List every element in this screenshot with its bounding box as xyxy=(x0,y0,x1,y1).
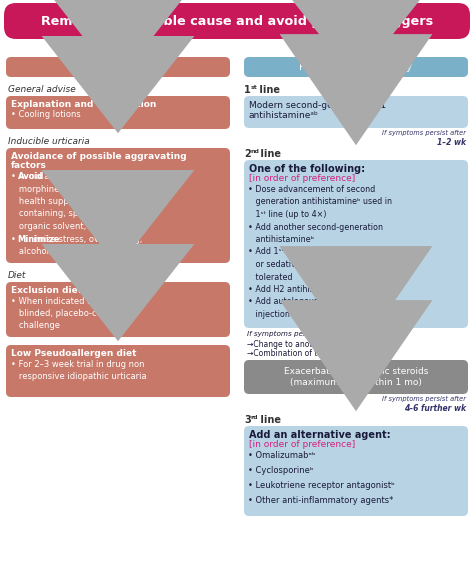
Text: Low Pseudoallergen diet: Low Pseudoallergen diet xyxy=(11,349,137,358)
Text: If symptoms persist after: If symptoms persist after xyxy=(382,396,466,402)
Text: • Add autologous whole blood: • Add autologous whole blood xyxy=(248,298,369,307)
Text: line: line xyxy=(256,85,280,95)
Text: Add an alternative agent:: Add an alternative agent: xyxy=(249,430,391,440)
Text: • Leukotriene receptor antagonistᵇ: • Leukotriene receptor antagonistᵇ xyxy=(248,481,395,490)
Text: If symptoms persist after 1–2 further wk: If symptoms persist after 1–2 further wk xyxy=(247,331,393,337)
Text: If symptoms persist after: If symptoms persist after xyxy=(382,130,466,136)
Text: Modern second-generation H1: Modern second-generation H1 xyxy=(249,101,386,110)
Text: organic solvent,: organic solvent, xyxy=(11,222,86,231)
Text: General advise: General advise xyxy=(8,85,76,94)
Text: Exacerbation: systemic steroids
(maximum 10 d within 1 mo): Exacerbation: systemic steroids (maximum… xyxy=(284,367,428,387)
Text: generation antihistamineᵇ used in: generation antihistamineᵇ used in xyxy=(248,198,392,207)
Text: • Add 1ˢᵗ generation antihistamineᵇ: • Add 1ˢᵗ generation antihistamineᵇ xyxy=(248,248,392,257)
FancyBboxPatch shape xyxy=(244,160,468,328)
Text: morphine, ACEi, Chinese herbs,: morphine, ACEi, Chinese herbs, xyxy=(11,185,152,194)
Text: Avoid: Avoid xyxy=(18,172,44,181)
Text: 2: 2 xyxy=(244,149,251,159)
Text: 1ˢᵗ line (up to 4×): 1ˢᵗ line (up to 4×) xyxy=(248,210,327,219)
Text: injection: injection xyxy=(248,310,290,319)
FancyBboxPatch shape xyxy=(4,3,470,39)
Text: 4–6 further wk: 4–6 further wk xyxy=(404,404,466,413)
Text: • Omalizumabᵃᵇ: • Omalizumabᵃᵇ xyxy=(248,451,316,460)
FancyBboxPatch shape xyxy=(244,57,468,77)
Text: alcohol, coffee: alcohol, coffee xyxy=(11,247,81,256)
Text: line: line xyxy=(257,149,281,159)
Text: 1–2 wk: 1–2 wk xyxy=(437,138,466,147)
Text: factors: factors xyxy=(11,161,47,170)
Text: antihistamineᵇ: antihistamineᵇ xyxy=(248,235,314,244)
Text: One of the following:: One of the following: xyxy=(249,164,365,174)
Text: →Change to another 2ⁿᵈ line: →Change to another 2ⁿᵈ line xyxy=(247,340,355,349)
Text: • For 2–3 week trial in drug non: • For 2–3 week trial in drug non xyxy=(11,360,145,369)
Text: [in order of preference]: [in order of preference] xyxy=(249,440,355,449)
Text: • Add H2 antihistamine: • Add H2 antihistamine xyxy=(248,285,342,294)
FancyBboxPatch shape xyxy=(6,96,230,129)
Text: • Dose advancement of second: • Dose advancement of second xyxy=(248,185,375,194)
Text: [in order of preference]: [in order of preference] xyxy=(249,174,355,183)
Text: health supplement, fragrance: health supplement, fragrance xyxy=(11,197,145,206)
Text: • Cyclosporineᵇ: • Cyclosporineᵇ xyxy=(248,466,313,475)
Text: Avoidance of possible aggravating: Avoidance of possible aggravating xyxy=(11,152,187,161)
Text: or sedative antihistamines as: or sedative antihistamines as xyxy=(248,260,374,269)
Text: • Other anti-inflammatory agents*: • Other anti-inflammatory agents* xyxy=(248,496,393,505)
Text: Inducible urticaria: Inducible urticaria xyxy=(8,137,90,146)
Text: Explanation and information: Explanation and information xyxy=(11,100,156,109)
Text: containing, spicy food, inhalation: containing, spicy food, inhalation xyxy=(11,210,159,219)
Text: antihistamineᵃᵇ: antihistamineᵃᵇ xyxy=(249,111,319,120)
Text: Nondrug therapy: Nondrug therapy xyxy=(76,62,160,72)
Text: challenge: challenge xyxy=(11,321,60,330)
Text: 3: 3 xyxy=(244,415,251,425)
Text: tolerated: tolerated xyxy=(248,273,292,282)
Text: • Minimize stress, overheating,: • Minimize stress, overheating, xyxy=(11,235,142,244)
Text: →Combination of the above 2ⁿᵈ line: →Combination of the above 2ⁿᵈ line xyxy=(247,349,383,358)
FancyBboxPatch shape xyxy=(244,360,468,394)
Text: line: line xyxy=(257,415,281,425)
Text: • Add another second-generation: • Add another second-generation xyxy=(248,223,383,232)
Text: 1: 1 xyxy=(244,85,251,95)
Text: Exclusion diet: Exclusion diet xyxy=(11,286,82,295)
Text: • Avoid aspirin, NSAIDs, codeine,: • Avoid aspirin, NSAIDs, codeine, xyxy=(11,172,150,181)
FancyBboxPatch shape xyxy=(6,57,230,77)
FancyBboxPatch shape xyxy=(6,282,230,337)
FancyBboxPatch shape xyxy=(244,96,468,128)
Text: Minimize: Minimize xyxy=(18,235,60,244)
FancyBboxPatch shape xyxy=(6,345,230,397)
FancyBboxPatch shape xyxy=(244,426,468,516)
Text: rd: rd xyxy=(250,415,258,420)
Text: • Cooling lotions: • Cooling lotions xyxy=(11,110,81,119)
Text: Diet: Diet xyxy=(8,271,27,280)
Text: Remove identifiable cause and avoid physical triggers: Remove identifiable cause and avoid phys… xyxy=(41,15,433,27)
Text: Pharmacologic therapy: Pharmacologic therapy xyxy=(300,62,412,72)
Text: blinded, placebo-controlled: blinded, placebo-controlled xyxy=(11,309,134,318)
Text: • When indicated by history or: • When indicated by history or xyxy=(11,297,140,306)
Text: responsive idiopathic urticaria: responsive idiopathic urticaria xyxy=(11,372,146,381)
Text: st: st xyxy=(250,85,257,90)
Text: nd: nd xyxy=(250,149,259,154)
FancyBboxPatch shape xyxy=(6,148,230,263)
